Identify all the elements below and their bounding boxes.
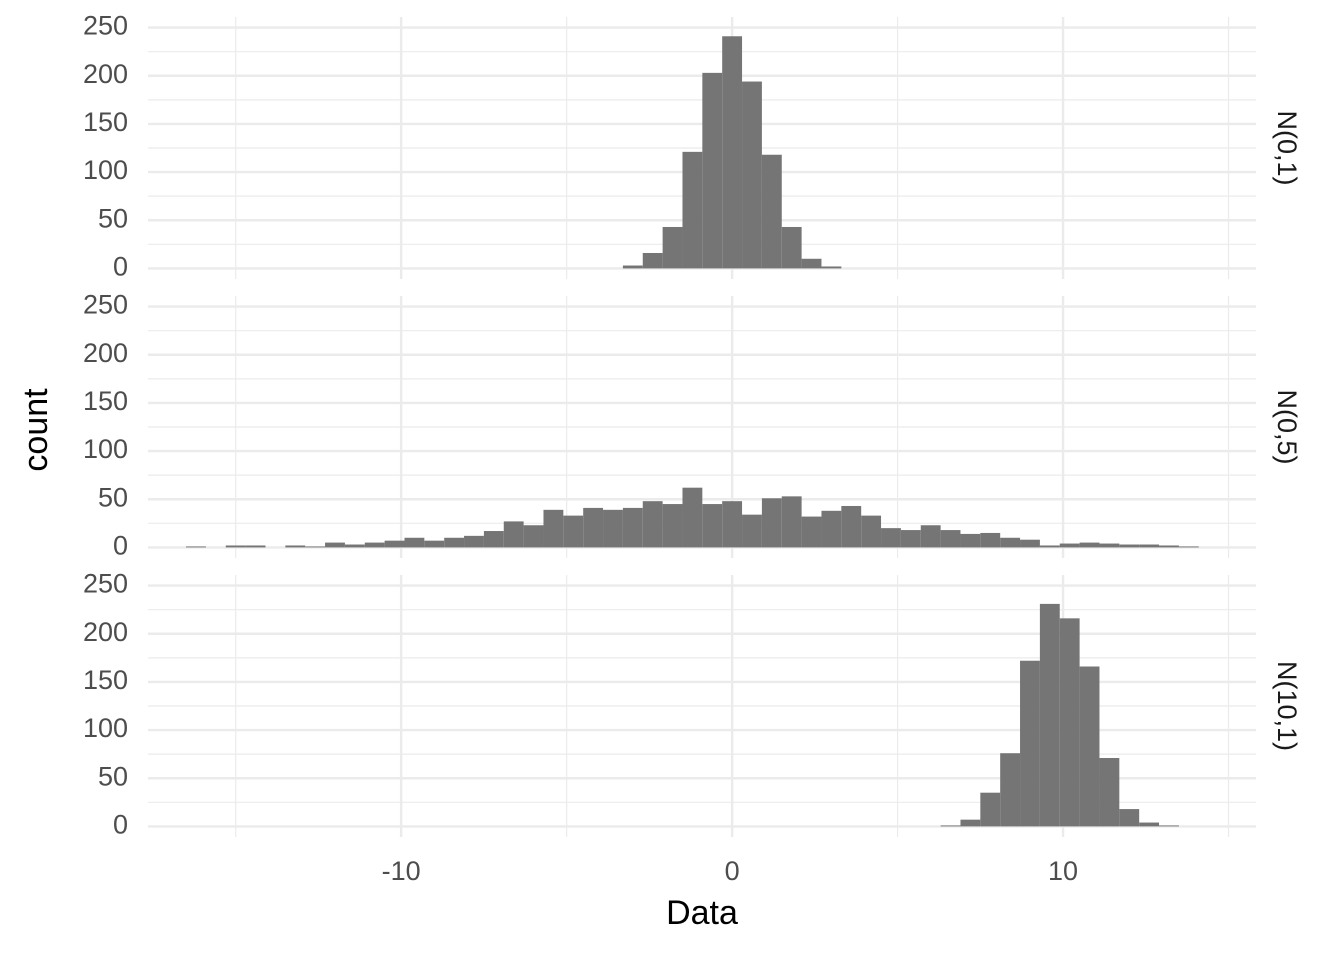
x-axis-title: Data <box>666 894 738 932</box>
y-tick-label: 250 <box>83 569 128 599</box>
bar <box>761 154 782 269</box>
bar <box>960 533 981 548</box>
bar <box>960 819 981 827</box>
bar <box>1139 822 1160 827</box>
bar <box>464 535 484 548</box>
bar <box>722 501 743 548</box>
bar <box>1079 666 1100 827</box>
bar <box>1079 542 1100 548</box>
bar <box>285 545 306 548</box>
bar <box>1039 545 1060 548</box>
bar <box>662 226 683 269</box>
y-tick-label: 50 <box>98 482 128 512</box>
bar <box>1039 603 1060 827</box>
bar <box>444 537 465 548</box>
y-tick-label: 200 <box>83 617 128 647</box>
bar <box>801 258 822 269</box>
bar <box>325 542 345 548</box>
y-tick-label: 50 <box>98 761 128 791</box>
bar <box>225 545 246 548</box>
bar <box>1059 618 1080 827</box>
strip-label: N(0,5) <box>1272 389 1302 464</box>
bar <box>305 546 326 548</box>
bar <box>1178 546 1199 548</box>
bar <box>642 252 663 269</box>
strip-label: N(0,1) <box>1272 110 1302 185</box>
y-tick-label: 0 <box>113 252 128 282</box>
bar <box>1099 543 1120 548</box>
bar <box>662 504 683 548</box>
y-tick-label: 150 <box>83 107 128 137</box>
bar <box>642 501 663 548</box>
y-tick-label: 50 <box>98 203 128 233</box>
x-tick-label: 0 <box>725 856 740 886</box>
bar <box>186 546 206 548</box>
bar <box>761 498 782 548</box>
y-tick-label: 250 <box>83 290 128 320</box>
bar <box>1119 809 1140 827</box>
bar <box>344 544 365 548</box>
bar <box>364 542 385 548</box>
bar <box>523 525 544 548</box>
bar <box>841 505 862 548</box>
bar <box>563 515 584 548</box>
y-tick-label: 0 <box>113 810 128 840</box>
bar <box>801 516 822 548</box>
y-tick-label: 250 <box>83 11 128 41</box>
y-tick-label: 150 <box>83 386 128 416</box>
bar <box>702 72 723 269</box>
bar <box>1119 544 1140 548</box>
bar <box>821 510 842 548</box>
bar <box>1159 825 1179 827</box>
x-tick-label: 10 <box>1048 856 1078 886</box>
bar <box>702 504 723 548</box>
bar <box>900 530 921 548</box>
bar <box>1159 545 1179 548</box>
bar <box>245 545 266 548</box>
bar <box>781 226 802 269</box>
bar <box>1139 544 1160 548</box>
y-tick-label: 100 <box>83 434 128 464</box>
bar <box>1000 753 1021 827</box>
bar <box>1059 543 1080 548</box>
y-tick-label: 200 <box>83 338 128 368</box>
bar <box>980 532 1001 548</box>
bar <box>781 496 802 548</box>
bar <box>861 515 882 548</box>
bar <box>980 792 1001 827</box>
strip-label: N(10,1) <box>1272 661 1302 751</box>
bar <box>1099 758 1120 827</box>
bar <box>742 81 762 269</box>
bar <box>622 265 643 269</box>
bar <box>503 521 524 548</box>
bar <box>622 507 643 548</box>
bar <box>940 825 961 827</box>
y-tick-label: 100 <box>83 713 128 743</box>
bar <box>682 151 703 269</box>
bar <box>821 266 842 269</box>
y-tick-label: 0 <box>113 531 128 561</box>
bar <box>424 540 445 548</box>
bar <box>1000 537 1021 548</box>
bar <box>404 537 425 548</box>
bar <box>1020 660 1040 827</box>
y-tick-label: 100 <box>83 155 128 185</box>
x-tick-label: -10 <box>382 856 421 886</box>
bar <box>920 525 941 548</box>
y-tick-label: 150 <box>83 665 128 695</box>
bar <box>940 530 961 548</box>
y-tick-label: 200 <box>83 59 128 89</box>
bar <box>583 507 604 548</box>
bar <box>1020 539 1040 548</box>
bar <box>722 36 743 269</box>
bar <box>742 514 762 548</box>
bar <box>881 528 901 548</box>
bar <box>543 509 564 548</box>
bar <box>682 487 703 548</box>
bar <box>483 531 504 548</box>
bar <box>603 509 623 548</box>
bar <box>384 540 405 548</box>
y-axis-title: count <box>17 388 55 472</box>
